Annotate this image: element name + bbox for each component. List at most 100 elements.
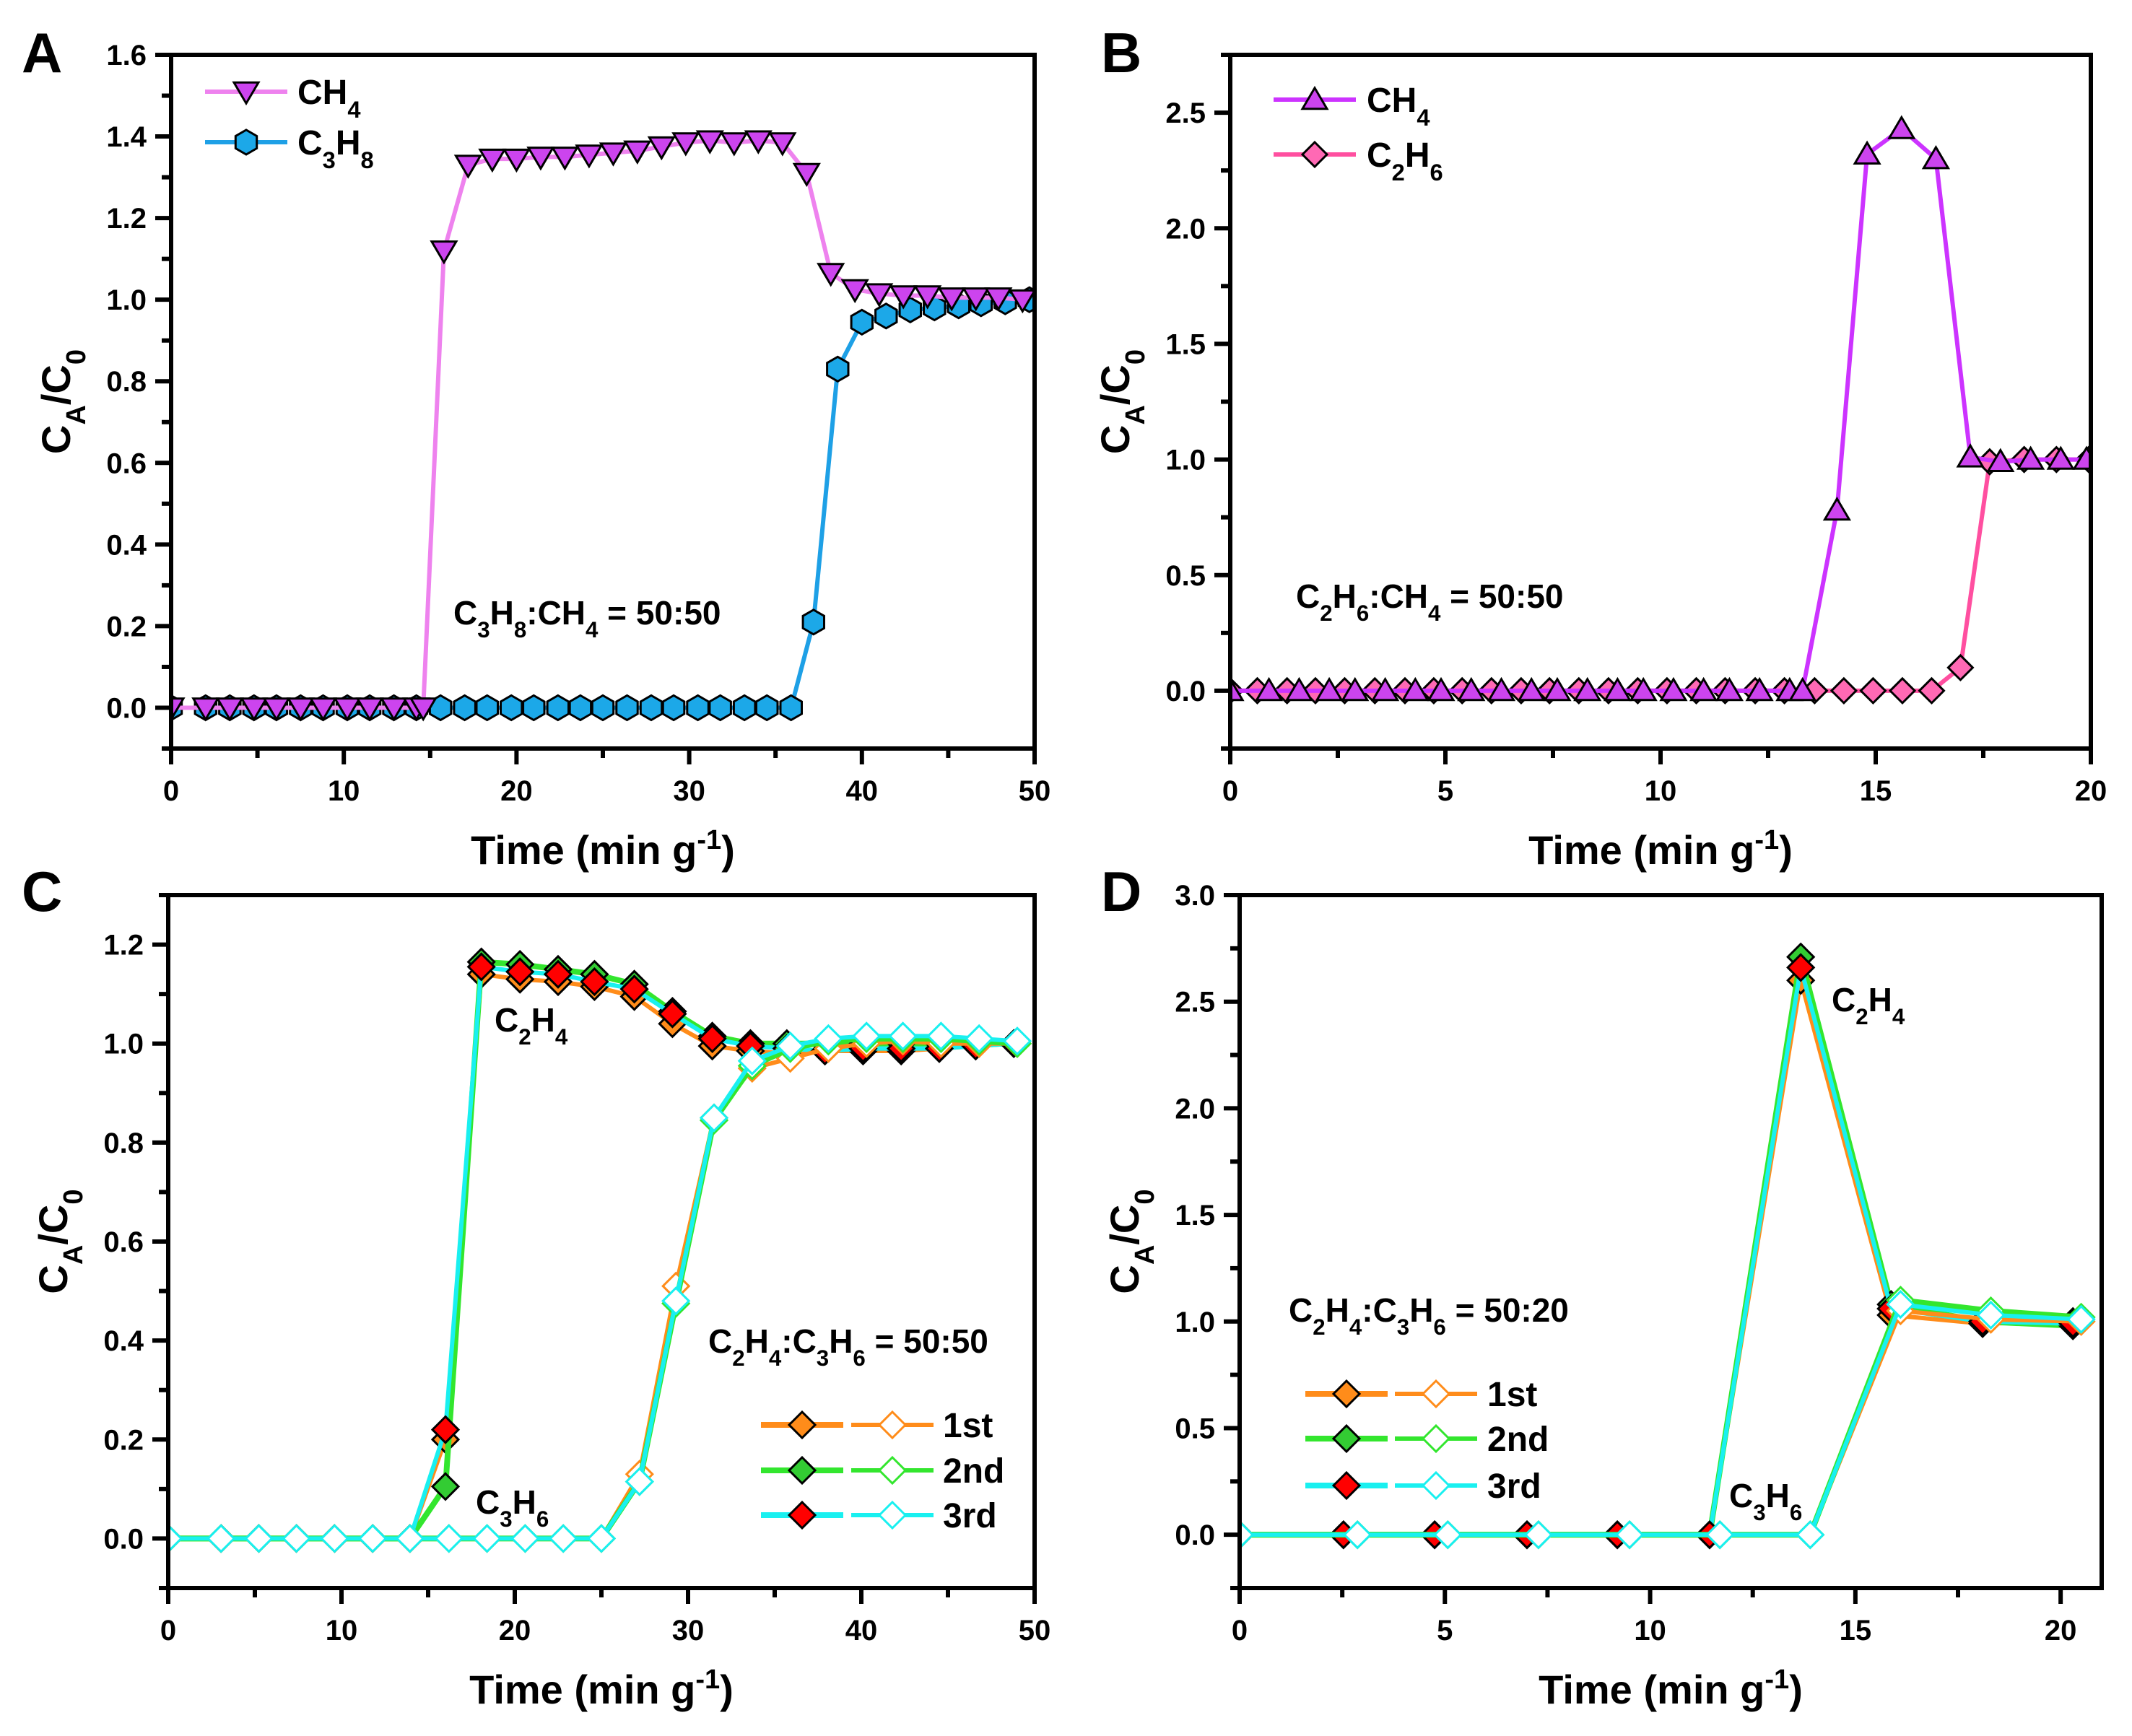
y-tick-label: 0.8 xyxy=(106,366,147,398)
annotation: C2H4:C3H6 = 50:20 xyxy=(1289,1291,1569,1340)
x-tick-label: 15 xyxy=(1860,775,1892,807)
data-point xyxy=(779,694,803,722)
series-C2H4-2nd xyxy=(1240,942,2088,1550)
y-tick-label: 0.4 xyxy=(103,1325,144,1357)
data-point xyxy=(475,694,499,722)
series-line xyxy=(171,297,1030,710)
x-tick-label: 5 xyxy=(1437,1615,1453,1646)
data-point xyxy=(874,302,898,330)
legend-label: 3rd xyxy=(943,1497,997,1535)
data-point xyxy=(1887,115,1916,139)
data-point xyxy=(1284,676,1314,702)
x-axis-label: Time (min g-1) xyxy=(1528,825,1793,873)
data-point xyxy=(526,147,555,171)
data-point xyxy=(686,694,710,722)
series-CH4 xyxy=(171,130,1035,722)
x-tick-label: 10 xyxy=(1634,1615,1666,1646)
data-point xyxy=(619,974,649,1004)
data-point xyxy=(502,148,531,173)
data-point xyxy=(913,285,942,310)
legend-item: C2H6 xyxy=(1274,136,1443,186)
data-point xyxy=(546,694,570,722)
axis-ticks xyxy=(155,53,1037,764)
data-point xyxy=(550,147,580,171)
y-tick-label: 1.6 xyxy=(106,40,147,71)
data-point xyxy=(965,1024,994,1054)
y-tick-label: 0.5 xyxy=(1175,1413,1215,1444)
data-point xyxy=(888,1021,918,1051)
data-point xyxy=(840,279,869,304)
panel-A: A 0 10 20 30 40 50 0.0 0.2 0.4 0.6 0.8 1.0 1.2 1.4 1.6 T… xyxy=(22,21,1050,873)
axis-ticks xyxy=(152,893,1037,1604)
data-point xyxy=(962,287,991,312)
data-point xyxy=(358,1524,388,1553)
data-point xyxy=(1341,676,1370,702)
data-point xyxy=(1705,1520,1735,1550)
y-tick-label: 0.8 xyxy=(103,1127,144,1159)
legend-item: 3rd xyxy=(761,1497,997,1535)
data-point xyxy=(744,130,773,154)
data-point xyxy=(1689,676,1718,702)
data-point xyxy=(1427,676,1456,702)
panel-B: B 0 5 10 15 20 0.0 0.5 1.0 1.5 2.0 2.5 Time (min g-1… xyxy=(1092,21,2107,873)
data-point xyxy=(543,959,573,989)
plot-area xyxy=(171,130,1035,722)
data-point xyxy=(395,1524,425,1553)
data-point xyxy=(430,240,458,265)
data-point xyxy=(1886,1289,1915,1320)
data-point xyxy=(1788,676,1817,702)
data-point xyxy=(568,694,593,722)
y-tick-label: 0.0 xyxy=(1175,1519,1215,1551)
data-point xyxy=(1614,1520,1645,1550)
data-point xyxy=(697,1024,727,1054)
legend-item: 2nd xyxy=(1305,1421,1549,1459)
legend-item: C3H8 xyxy=(205,124,374,173)
series-C2H4-3rd xyxy=(1240,953,2088,1550)
data-point xyxy=(244,1524,274,1553)
series-line xyxy=(1240,967,2074,1537)
y-tick-label: 0.0 xyxy=(106,692,147,724)
panel-letter: D xyxy=(1101,860,1141,923)
x-tick-label: 20 xyxy=(2045,1615,2077,1646)
x-axis-label: Time (min g-1) xyxy=(471,825,735,873)
y-tick-label: 0.2 xyxy=(103,1424,144,1456)
data-point xyxy=(478,148,507,173)
series-C3H6-3rd xyxy=(168,1021,1032,1553)
data-point xyxy=(1921,145,1951,170)
data-point xyxy=(865,283,894,307)
y-tick-label: 0.6 xyxy=(103,1226,144,1258)
legend-item: 1st xyxy=(761,1407,993,1445)
series-line xyxy=(1240,956,2074,1538)
data-point xyxy=(984,287,1013,312)
plot-area xyxy=(1240,942,2096,1550)
data-point xyxy=(1822,496,1852,521)
data-point xyxy=(1523,1520,1554,1550)
y-tick-label: 1.4 xyxy=(106,121,147,153)
data-point xyxy=(775,1031,805,1061)
series-line xyxy=(1240,1296,2081,1538)
legend-marker-filled xyxy=(1331,1470,1362,1501)
legend-label: CH4 xyxy=(1367,82,1430,131)
data-point xyxy=(661,694,686,722)
data-point xyxy=(1002,1026,1032,1056)
x-tick-label: 10 xyxy=(1645,775,1677,807)
data-point xyxy=(500,694,523,722)
x-tick-label: 0 xyxy=(1222,775,1238,807)
y-tick-label: 1.5 xyxy=(1175,1200,1215,1231)
data-point xyxy=(586,1524,617,1553)
plot-frame xyxy=(1237,893,2104,1590)
panel-letter: B xyxy=(1101,21,1141,84)
panel-D: D 0 5 10 15 20 0.0 0.5 1.0 1.5 2.0 2.5 3.0 Time (min … xyxy=(1101,860,2104,1712)
panel-letter: C xyxy=(22,860,62,923)
data-point xyxy=(2066,1304,2096,1334)
data-point xyxy=(1796,1520,1825,1550)
plot-area xyxy=(168,947,1032,1553)
data-point xyxy=(1918,676,1946,705)
data-point xyxy=(658,999,687,1029)
data-point xyxy=(937,287,966,312)
legend-label: 1st xyxy=(1487,1376,1537,1414)
data-point xyxy=(2016,445,2045,470)
y-tick-label: 1.0 xyxy=(1165,445,1206,476)
plot-frame xyxy=(1228,53,2093,751)
data-point xyxy=(695,130,724,154)
